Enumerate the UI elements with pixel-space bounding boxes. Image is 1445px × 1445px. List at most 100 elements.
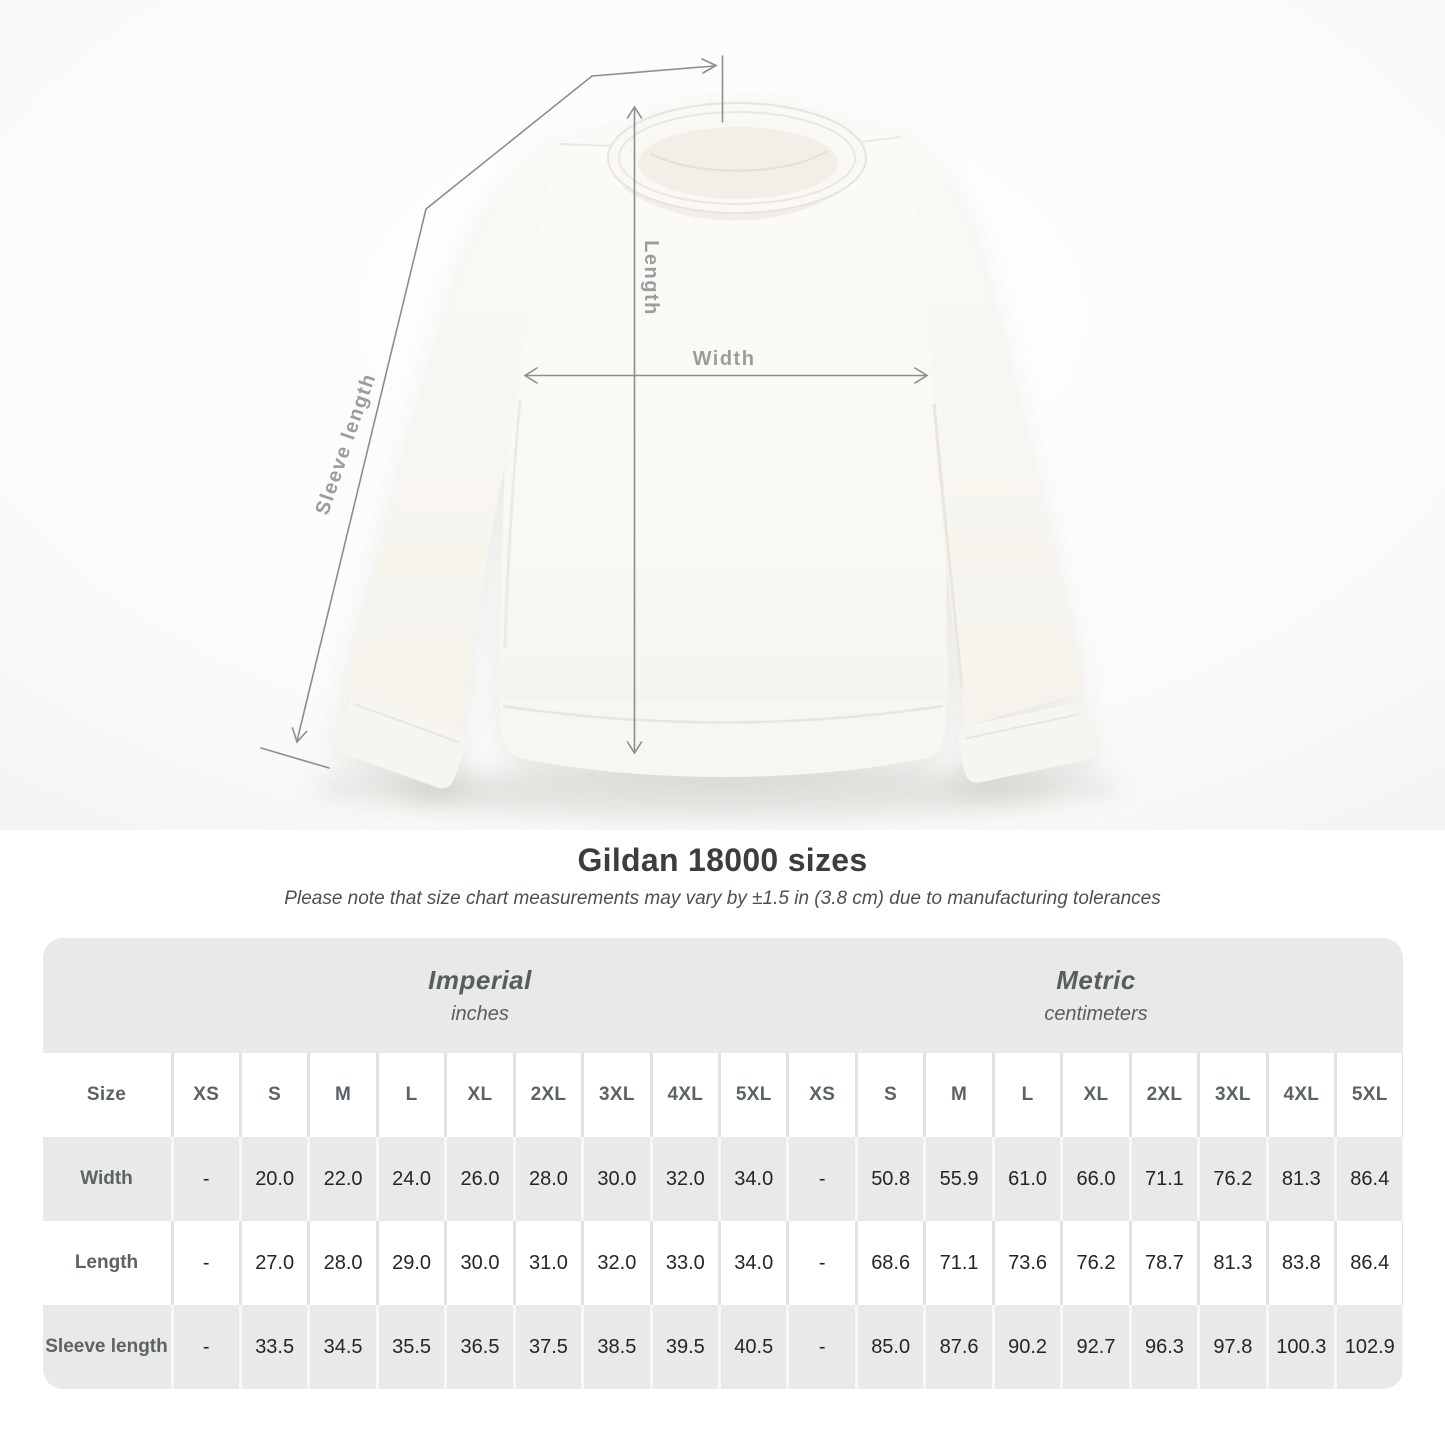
table-cell: 86.4 xyxy=(1337,1137,1403,1221)
table-cell: 81.3 xyxy=(1268,1137,1335,1221)
sweatshirt-illustration xyxy=(334,102,1095,789)
table-cell: 20.0 xyxy=(241,1137,308,1221)
table-cell: 40.5 xyxy=(721,1305,787,1389)
sweatshirt-hem-band xyxy=(500,700,946,777)
table-cell: 102.9 xyxy=(1337,1305,1403,1389)
unit-group-imperial: Imperial inches xyxy=(174,938,787,1053)
table-cell: - xyxy=(789,1137,855,1221)
col-header: L xyxy=(378,1053,445,1137)
table-cell: 97.8 xyxy=(1200,1305,1266,1389)
table-cell: 35.5 xyxy=(378,1305,445,1389)
col-header: 2XL xyxy=(1131,1053,1198,1137)
table-cell: 39.5 xyxy=(652,1305,719,1389)
table-cell: 36.5 xyxy=(447,1305,513,1389)
col-header: 5XL xyxy=(721,1053,787,1137)
table-cell: 26.0 xyxy=(447,1137,513,1221)
corner-label: Size xyxy=(42,1053,171,1137)
tolerance-note: Please note that size chart measurements… xyxy=(284,888,1161,909)
size-chart-table: Imperial inches Metric centimeters Size … xyxy=(42,938,1403,1389)
table-cell: 33.5 xyxy=(241,1305,308,1389)
table-cell: 55.9 xyxy=(926,1137,992,1221)
col-header: XS xyxy=(173,1053,239,1137)
table-cell: 92.7 xyxy=(1063,1305,1129,1389)
col-header: S xyxy=(857,1053,924,1137)
table-cell: 32.0 xyxy=(652,1137,719,1221)
cuff-tick-line xyxy=(260,747,330,769)
table-cell: - xyxy=(789,1221,855,1305)
table-cell: 34.0 xyxy=(721,1221,787,1305)
col-header: S xyxy=(241,1053,308,1137)
col-header: 3XL xyxy=(1200,1053,1266,1137)
col-header: 2XL xyxy=(515,1053,582,1137)
col-header: 4XL xyxy=(1268,1053,1335,1137)
table-cell: - xyxy=(173,1137,239,1221)
table-cell: 87.6 xyxy=(926,1305,992,1389)
table-cell: 30.0 xyxy=(584,1137,650,1221)
table-cell: 31.0 xyxy=(515,1221,582,1305)
table-cell: 66.0 xyxy=(1063,1137,1129,1221)
sweatshirt-left-sleeve xyxy=(344,143,560,738)
product-photo: Width Length Sleeve length xyxy=(0,0,1445,830)
width-measure-label: Width xyxy=(693,348,756,370)
unit-header-row: Imperial inches Metric centimeters xyxy=(43,938,1403,1053)
table-cell: 90.2 xyxy=(994,1305,1061,1389)
unit-group-name: Imperial xyxy=(428,965,532,995)
right-cuff xyxy=(957,703,1095,783)
table-cell: 86.4 xyxy=(1337,1221,1403,1305)
arrowhead-down-icon xyxy=(626,741,643,755)
crewneck-collar xyxy=(559,102,901,221)
arrowhead-left-icon xyxy=(523,367,538,384)
col-header: M xyxy=(926,1053,992,1137)
table-cell: 30.0 xyxy=(447,1221,513,1305)
table-cell: - xyxy=(789,1305,855,1389)
unit-group-unit: inches xyxy=(451,1003,509,1025)
table-cell: 81.3 xyxy=(1200,1221,1266,1305)
table-cell: 96.3 xyxy=(1131,1305,1198,1389)
length-measure-label: Length xyxy=(640,240,662,316)
table-cell: 68.6 xyxy=(857,1221,924,1305)
table-cell: 73.6 xyxy=(994,1221,1061,1305)
table-cell: 100.3 xyxy=(1268,1305,1335,1389)
arrowhead-right-icon xyxy=(914,367,929,384)
left-cuff xyxy=(334,694,468,789)
left-underarm-crease xyxy=(503,399,522,649)
table-cell: 76.2 xyxy=(1063,1221,1129,1305)
right-underarm-crease xyxy=(932,403,964,689)
table-cell: 76.2 xyxy=(1200,1137,1266,1221)
row-label: Width xyxy=(42,1137,171,1221)
col-header: XL xyxy=(1063,1053,1129,1137)
table-cell: 33.0 xyxy=(652,1221,719,1305)
table-cell: 38.5 xyxy=(584,1305,650,1389)
arrowhead-down-icon xyxy=(291,727,308,744)
table-cell: 28.0 xyxy=(310,1221,376,1305)
table-row-sleeve-length: Sleeve length - 33.5 34.5 35.5 36.5 37.5… xyxy=(42,1305,1403,1389)
table-cell: 24.0 xyxy=(378,1137,445,1221)
corner-spacer xyxy=(43,938,171,1053)
table-cell: 71.1 xyxy=(1131,1137,1198,1221)
table-cell: 85.0 xyxy=(857,1305,924,1389)
col-header: 4XL xyxy=(652,1053,719,1137)
measurement-annotations xyxy=(260,55,929,769)
length-arrow-line xyxy=(626,105,643,755)
sleeve-length-arrow-line xyxy=(260,55,724,769)
table-cell: 34.0 xyxy=(721,1137,787,1221)
page-title: Gildan 18000 sizes xyxy=(577,842,868,878)
table-cell: 78.7 xyxy=(1131,1221,1198,1305)
sweatshirt-measurement-diagram: Width Length Sleeve length xyxy=(0,0,1445,830)
row-label: Sleeve length xyxy=(42,1305,171,1389)
table-row-width: Width - 20.0 22.0 24.0 26.0 28.0 30.0 32… xyxy=(42,1137,1403,1221)
table-cell: - xyxy=(173,1221,239,1305)
table-cell: 32.0 xyxy=(584,1221,650,1305)
table-cell: 22.0 xyxy=(310,1137,376,1221)
table-cell: 61.0 xyxy=(994,1137,1061,1221)
unit-group-name: Metric xyxy=(1056,965,1136,995)
width-arrow-line xyxy=(523,367,929,384)
col-header: XL xyxy=(447,1053,513,1137)
table-cell: 83.8 xyxy=(1268,1221,1335,1305)
table-cell: 37.5 xyxy=(515,1305,582,1389)
col-header: 3XL xyxy=(584,1053,650,1137)
table-cell: 34.5 xyxy=(310,1305,376,1389)
row-label: Length xyxy=(42,1221,171,1305)
table-row-length: Length - 27.0 28.0 29.0 30.0 31.0 32.0 3… xyxy=(42,1221,1403,1305)
